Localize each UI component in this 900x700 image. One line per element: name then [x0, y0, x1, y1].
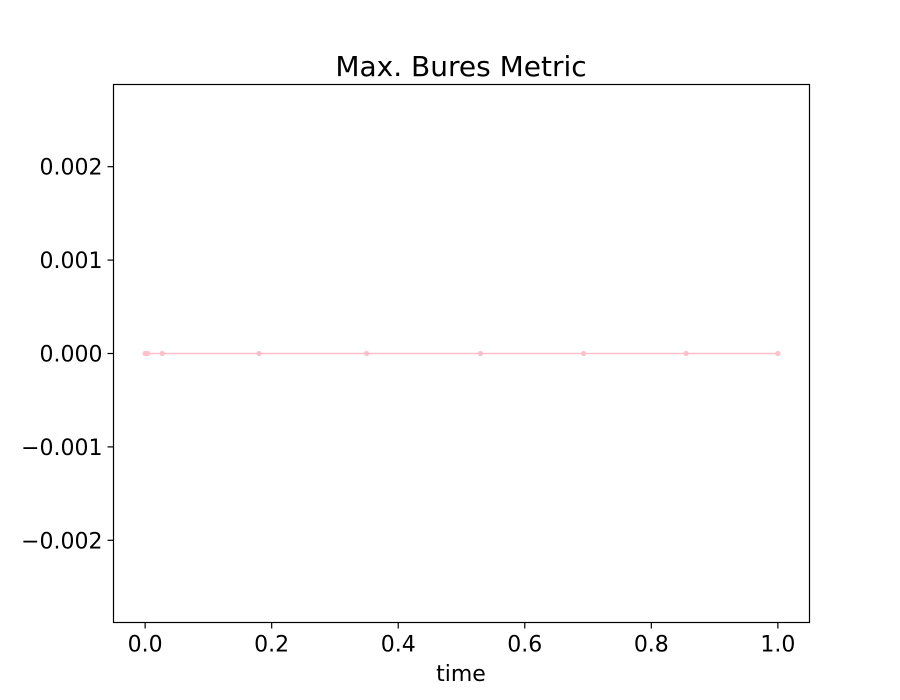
x-tick-label: 0.8: [634, 633, 669, 658]
data-point: [683, 350, 689, 357]
data-point: [256, 350, 262, 357]
chart-title: Max. Bures Metric: [335, 50, 586, 83]
x-axis: 0.0 0.2 0.4 0.6 0.8 1.0: [128, 622, 795, 658]
y-axis: −0.002 −0.001 0.000 0.001 0.002: [21, 156, 114, 554]
x-tick-label: 1.0: [760, 633, 795, 658]
x-tick-label: 0.2: [254, 633, 289, 658]
y-tick-label: 0.002: [40, 156, 103, 181]
x-tick-label: 0.6: [507, 633, 542, 658]
y-tick-label: −0.001: [21, 436, 102, 461]
y-tick-label: 0.001: [40, 249, 103, 274]
data-point: [775, 350, 781, 357]
x-tick-label: 0.0: [128, 633, 163, 658]
data-point: [477, 350, 484, 357]
data-point: [145, 350, 151, 357]
data-point: [159, 350, 165, 357]
y-tick-label: −0.002: [21, 529, 102, 554]
x-axis-label: time: [436, 662, 486, 687]
data-point: [363, 350, 370, 357]
series-layer: [142, 350, 781, 357]
data-point: [581, 350, 587, 357]
x-tick-label: 0.4: [381, 633, 416, 658]
y-tick-label: 0.000: [40, 343, 103, 368]
